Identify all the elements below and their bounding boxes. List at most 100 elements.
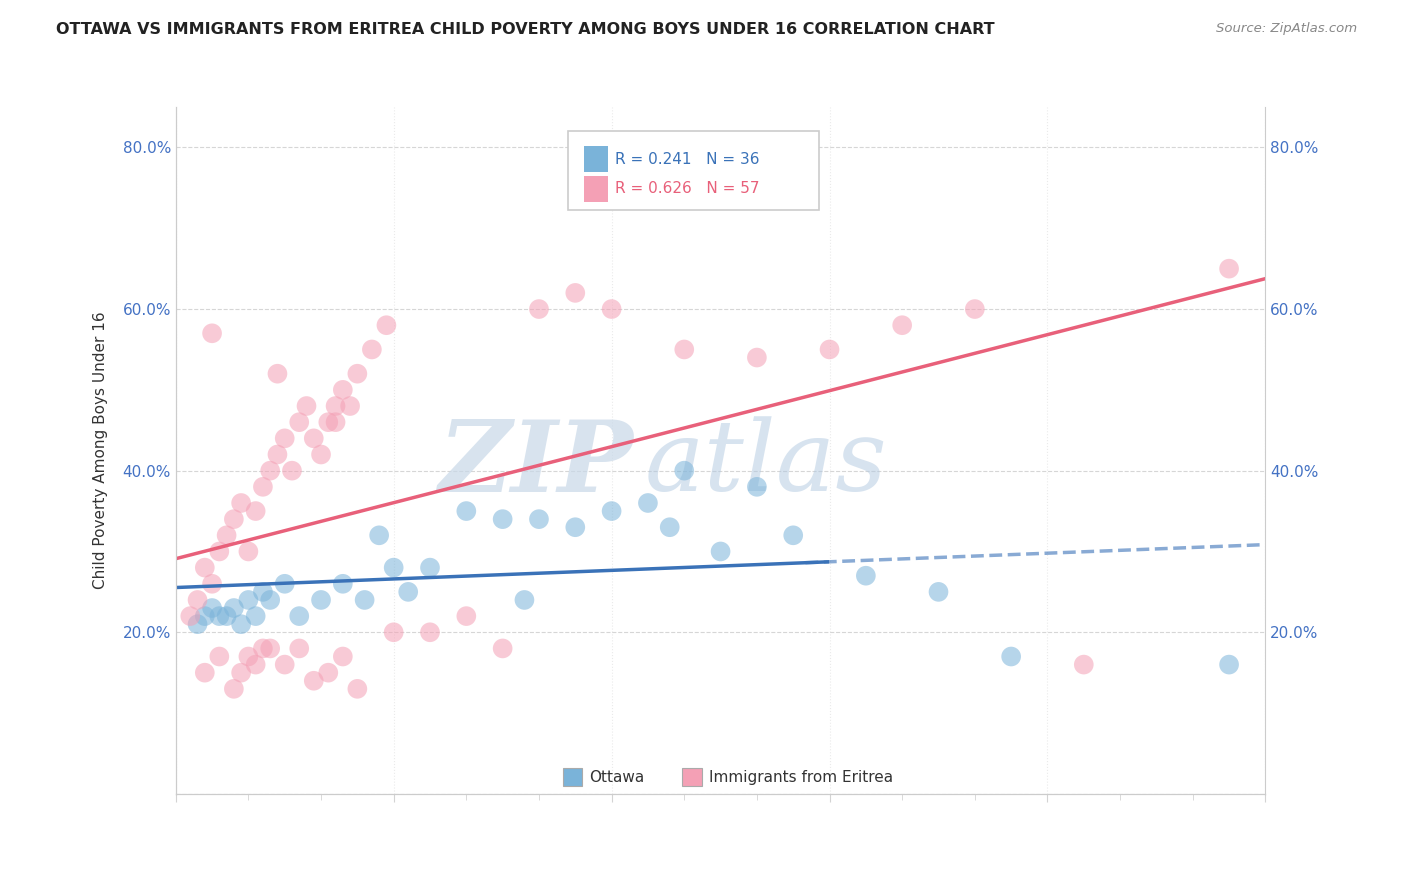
Point (259, 641, 281, 656)
Point (318, 665, 340, 680)
Point (325, 399, 347, 413)
Text: OTTAWA VS IMMIGRANTS FROM ERITREA CHILD POVERTY AMONG BOYS UNDER 16 CORRELATION : OTTAWA VS IMMIGRANTS FROM ERITREA CHILD … (56, 22, 995, 37)
Point (564, 520, 586, 534)
Point (208, 649, 231, 664)
Point (222, 681, 245, 696)
Point (855, 568, 877, 582)
Point (288, 609, 311, 624)
Point (673, 343, 696, 357)
Point (281, 464, 304, 478)
Point (492, 641, 515, 656)
Point (456, 504, 478, 518)
Point (274, 576, 297, 591)
Point (274, 657, 297, 672)
Point (332, 383, 354, 397)
Text: Ottawa: Ottawa (589, 770, 644, 785)
Point (194, 609, 217, 624)
Point (186, 593, 209, 607)
Point (564, 285, 586, 300)
Point (745, 351, 768, 365)
Point (302, 673, 325, 688)
Point (396, 585, 419, 599)
Text: ZIP: ZIP (439, 416, 633, 512)
Point (963, 301, 986, 316)
Point (309, 593, 332, 607)
Point (332, 649, 354, 664)
Point (288, 641, 311, 656)
Point (527, 301, 550, 316)
Point (295, 399, 318, 413)
Point (375, 318, 398, 333)
Text: atlas: atlas (644, 417, 887, 512)
Point (231, 617, 253, 632)
Point (1073, 657, 1095, 672)
Text: Source: ZipAtlas.com: Source: ZipAtlas.com (1216, 22, 1357, 36)
FancyBboxPatch shape (585, 176, 609, 202)
Point (419, 625, 441, 640)
Point (222, 601, 245, 615)
Point (238, 593, 260, 607)
Point (710, 544, 733, 558)
Point (891, 318, 914, 333)
Point (288, 415, 311, 429)
Point (527, 512, 550, 526)
Point (186, 617, 209, 632)
Point (600, 301, 623, 316)
Point (361, 343, 384, 357)
Text: R = 0.626   N = 57: R = 0.626 N = 57 (614, 181, 759, 196)
Point (201, 601, 224, 615)
Point (179, 609, 201, 624)
Point (658, 520, 681, 534)
Point (1218, 261, 1240, 276)
Point (259, 464, 281, 478)
Point (194, 665, 217, 680)
Point (600, 504, 623, 518)
Y-axis label: Child Poverty Among Boys Under 16: Child Poverty Among Boys Under 16 (94, 311, 108, 590)
FancyBboxPatch shape (585, 146, 609, 172)
Point (222, 512, 245, 526)
Point (492, 512, 515, 526)
Point (208, 609, 231, 624)
Point (309, 448, 332, 462)
Point (259, 593, 281, 607)
Point (782, 528, 804, 542)
Point (252, 480, 274, 494)
Point (419, 560, 441, 574)
Point (231, 496, 253, 510)
Point (382, 560, 405, 574)
Point (745, 480, 768, 494)
Point (456, 609, 478, 624)
Point (274, 431, 297, 445)
Point (1000, 649, 1022, 664)
Point (513, 593, 536, 607)
Point (325, 415, 347, 429)
Point (928, 585, 950, 599)
Point (382, 625, 405, 640)
Point (208, 544, 231, 558)
Point (215, 609, 238, 624)
Point (346, 681, 368, 696)
FancyBboxPatch shape (562, 769, 582, 786)
Point (637, 496, 659, 510)
Point (302, 431, 325, 445)
FancyBboxPatch shape (568, 131, 818, 211)
Point (318, 415, 340, 429)
FancyBboxPatch shape (682, 769, 702, 786)
Point (231, 665, 253, 680)
Point (818, 343, 841, 357)
Point (353, 593, 375, 607)
Point (266, 367, 288, 381)
Text: Immigrants from Eritrea: Immigrants from Eritrea (709, 770, 893, 785)
Point (238, 649, 260, 664)
Point (215, 528, 238, 542)
Point (673, 464, 696, 478)
Point (332, 576, 354, 591)
Point (368, 528, 391, 542)
Point (252, 641, 274, 656)
Point (252, 585, 274, 599)
Point (266, 448, 288, 462)
Point (238, 544, 260, 558)
Point (245, 504, 267, 518)
Point (201, 326, 224, 341)
Point (1218, 657, 1240, 672)
